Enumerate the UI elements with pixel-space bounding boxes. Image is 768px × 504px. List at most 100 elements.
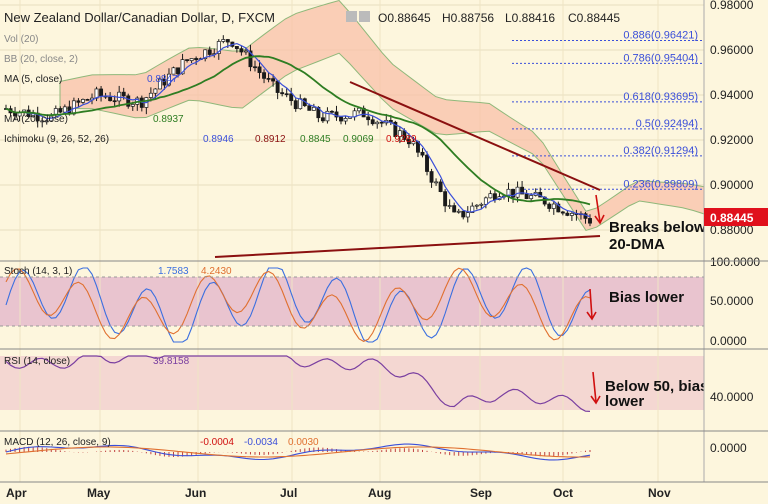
descending-trendline[interactable] [349,81,601,191]
candle-body [85,99,90,101]
month-label: Jun [185,486,206,500]
rsi-value: 39.8158 [153,356,190,367]
chart-legend: New Zealand Dollar/Canadian Dollar, D, F… [4,10,620,448]
candle-body [492,193,497,200]
candle-body [529,195,534,200]
candle-body [325,110,330,122]
candle-body [189,58,194,61]
stoch-band [0,277,704,326]
ma5-label: MA (5, close) [4,74,62,85]
ohlc-close: C0.88445 [568,11,620,25]
candle-body [284,93,289,96]
candle-body [524,193,529,200]
candle-body [99,88,104,97]
price-arrow [595,194,601,223]
eye-icon[interactable] [346,11,357,22]
price-arrow-head [594,214,605,225]
ichimoku-value: 0.8946 [203,134,234,145]
candle-body [58,108,63,113]
candle-body [203,49,208,60]
candle-body [307,105,312,111]
oscillators [0,267,704,461]
candle-body [117,91,122,102]
month-label: Apr [6,486,27,500]
settings-icon[interactable] [359,11,370,22]
candle-body [257,66,262,73]
candle-body [112,100,117,103]
chart-title: New Zealand Dollar/Canadian Dollar, D, F… [4,10,275,25]
candle-body [470,205,475,214]
candle-body [185,59,190,61]
vol-label: Vol (20) [4,34,38,45]
candle-body [565,212,570,216]
ohlc-high: H0.88756 [442,11,494,25]
candle-body [393,121,398,137]
candle-body [275,80,280,93]
ohlc-open: O0.88645 [378,11,431,25]
fib-label: 0.236(0.89809) [623,178,698,190]
price-annotation-line1: Breaks below [609,219,706,236]
candle-body [280,92,285,95]
ichimoku-value: 0.8912 [255,134,286,145]
rsi-tick: 40.0000 [710,390,754,404]
candle-body [221,39,226,42]
rsi-arrow-head [590,395,601,405]
candle-body [234,46,239,49]
month-label: Jul [280,486,297,500]
candle-body [447,205,452,207]
candle-body [465,212,470,218]
candle-body [262,72,266,79]
candle-body [551,203,556,209]
price-tick: 0.94000 [710,88,754,102]
stoch-d-line [5,267,591,343]
fib-label: 0.5(0.92494) [636,118,698,130]
macd-label: MACD (12, 26, close, 9) [4,437,111,448]
ascending-trendline[interactable] [214,235,601,258]
month-label: Sep [470,486,492,500]
candle-body [547,203,552,209]
candle-body [366,116,371,121]
candle-body [479,203,484,206]
ma5-value: 0.8847 [147,74,178,85]
candle-body [266,78,271,80]
candle-body [488,193,493,199]
candle-body [153,88,158,94]
candle-body [239,48,244,53]
rsi-label: RSI (14, close) [4,356,70,367]
candle-body [429,171,434,183]
candle-body [434,181,439,184]
candle-body [438,181,443,192]
candle-body [456,210,461,213]
ma20-label: MA (20, close) [4,114,68,125]
candle-body [71,100,76,115]
candle-body [81,99,85,103]
stoch-arrow [589,288,593,319]
candle-body [171,67,176,75]
ichimoku-label: Ichimoku (9, 26, 52, 26) [4,134,109,145]
candle-body [157,78,162,90]
ichimoku-value: 0.9069 [343,134,374,145]
candle-body [420,151,425,156]
legend-controls[interactable] [346,11,370,22]
stoch-tick: 0.0000 [710,334,747,348]
rsi-annotation-line1: Below 50, bias [605,378,708,395]
candle-body [253,66,257,69]
macd-value: 0.0030 [288,437,319,448]
stoch-tick: 100.0000 [710,255,760,269]
candle-body [176,67,180,75]
macd-value: -0.0034 [244,437,278,448]
month-label: May [87,486,111,500]
candle-body [207,49,212,55]
stoch-d-value: 4.2430 [201,266,232,277]
price-axis[interactable] [704,0,768,482]
candle-body [130,104,135,107]
candle-body [40,120,45,123]
candle-body [76,100,81,103]
candle-body [461,210,466,218]
fib-label: 0.786(0.95404) [623,52,698,64]
candle-body [126,95,131,107]
macd-tick: 0.0000 [710,441,747,455]
candle-body [194,58,199,61]
candle-body [320,117,325,122]
